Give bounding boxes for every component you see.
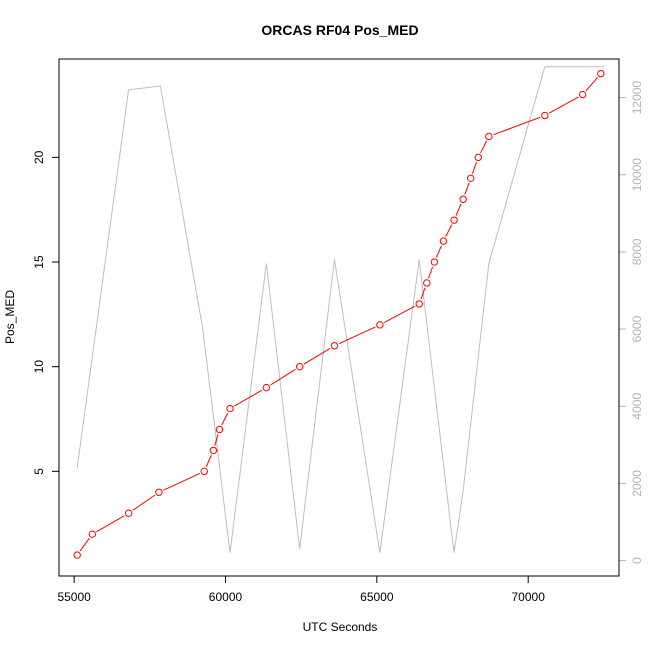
y2-tick-label: 6000 xyxy=(630,315,644,342)
series-segment xyxy=(420,287,426,300)
series-segment xyxy=(79,537,90,552)
x-tick-label: 55000 xyxy=(57,590,91,604)
series-segment xyxy=(480,140,488,154)
data-point xyxy=(376,321,384,329)
series-segment xyxy=(221,412,229,426)
x-tick-label: 70000 xyxy=(512,590,546,604)
series-segment xyxy=(548,96,579,114)
series-segment xyxy=(493,116,541,136)
data-point xyxy=(155,488,163,496)
series-segment xyxy=(471,161,478,174)
data-point xyxy=(88,530,96,538)
y2-tick-label: 12000 xyxy=(630,81,644,115)
y2-tick-label: 8000 xyxy=(630,238,644,265)
data-point xyxy=(200,467,208,476)
data-point xyxy=(597,69,605,78)
series-segment xyxy=(96,515,125,533)
y2-tick-label: 0 xyxy=(630,557,644,564)
series-segment xyxy=(445,224,453,237)
data-point xyxy=(541,111,549,120)
chart-title: ORCAS RF04 Pos_MED xyxy=(261,22,418,38)
series-segment xyxy=(270,368,296,386)
x-tick-label: 60000 xyxy=(209,590,243,604)
series-segment xyxy=(214,434,219,446)
data-point xyxy=(330,342,339,350)
x-axis-label: UTC Seconds xyxy=(303,620,378,634)
y-tick-label: 15 xyxy=(32,255,46,269)
y2-tick-label: 2000 xyxy=(630,470,644,497)
series-segment xyxy=(205,454,212,467)
data-point xyxy=(578,90,587,99)
data-point xyxy=(124,509,133,517)
series-segment xyxy=(384,305,416,323)
y2-tick-label: 10000 xyxy=(630,158,644,192)
y2-tick-label: 4000 xyxy=(630,393,644,420)
data-point xyxy=(430,258,439,266)
y-tick-label: 20 xyxy=(32,150,46,164)
data-point xyxy=(209,446,218,455)
data-point xyxy=(215,425,224,434)
series-line xyxy=(76,66,604,553)
data-point xyxy=(439,237,448,245)
data-point xyxy=(459,195,467,203)
data-point xyxy=(466,174,475,183)
data-point xyxy=(423,279,431,287)
y-tick-label: 5 xyxy=(32,468,46,475)
data-point xyxy=(262,383,271,392)
series-segment xyxy=(464,182,470,195)
data-point xyxy=(73,551,81,559)
series-segment xyxy=(303,347,331,365)
series-segment xyxy=(132,494,156,511)
series-segment xyxy=(435,245,442,258)
y-tick-label: 10 xyxy=(32,360,46,374)
data-point xyxy=(295,362,304,371)
series-segment xyxy=(585,77,598,92)
data-point xyxy=(415,300,423,308)
x-tick-label: 65000 xyxy=(360,590,394,604)
y-axis-label: Pos_MED xyxy=(3,290,17,344)
data-point xyxy=(450,216,458,224)
series-segment xyxy=(163,472,200,491)
series-segment xyxy=(234,389,263,407)
plot-frame xyxy=(58,58,620,577)
series-segment xyxy=(428,266,434,279)
data-point xyxy=(485,132,493,141)
data-point xyxy=(474,153,482,162)
data-point xyxy=(226,404,234,413)
series-segment xyxy=(338,326,376,345)
series-segment xyxy=(455,203,462,216)
plot-area: 55000 60000 65000 70000 5 10 15 20 0 2000 4000 6000… xyxy=(32,66,644,604)
